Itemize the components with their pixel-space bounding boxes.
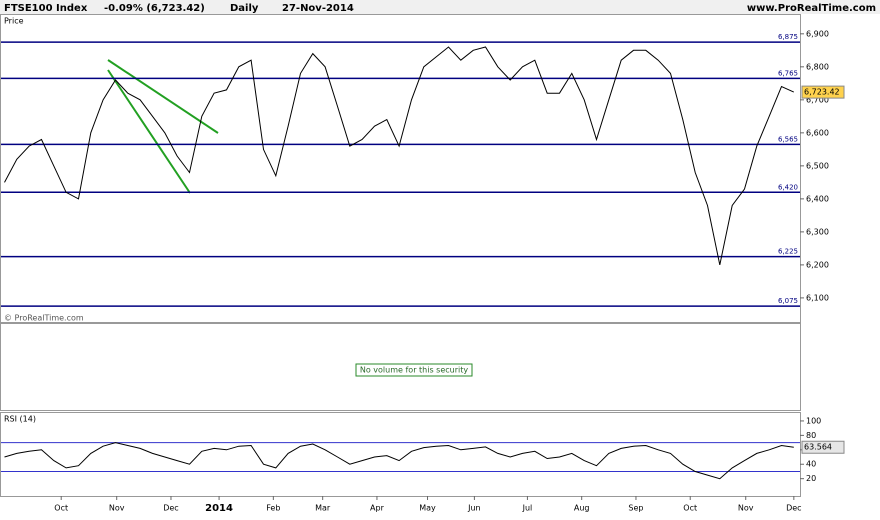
y-tick-label: 6,800 <box>806 62 829 71</box>
header-title: FTSE100 Index <box>4 3 88 14</box>
y-tick-label: 6,500 <box>806 161 829 170</box>
x-tick-label: Nov <box>109 504 125 513</box>
rsi-panel <box>0 412 801 497</box>
x-tick-label: Jul <box>522 504 533 513</box>
header-date: 27-Nov-2014 <box>282 3 354 14</box>
x-tick-label: Oct <box>54 504 68 513</box>
y-tick-label: 40 <box>806 460 816 469</box>
x-tick-label: Oct <box>683 504 697 513</box>
level-label: 6,420 <box>778 183 798 191</box>
trend-line <box>107 59 219 134</box>
x-tick-label: Dec <box>786 504 801 513</box>
y-tick-label: 6,700 <box>806 95 829 104</box>
watermark: © ProRealTime.com <box>4 314 84 323</box>
x-tick-label: Aug <box>574 504 590 513</box>
y-tick-label: 6,900 <box>806 29 829 38</box>
level-label: 6,075 <box>778 297 798 305</box>
rsi-line <box>4 442 794 480</box>
last-value-box <box>801 85 845 99</box>
header-site: www.ProRealTime.com <box>747 3 876 14</box>
x-tick-label: Dec <box>163 504 178 513</box>
x-tick-label: Nov <box>738 504 754 513</box>
y-tick-label: 6,600 <box>806 128 829 137</box>
x-tick-label: Feb <box>266 504 280 513</box>
x-tick-label: May <box>419 504 436 513</box>
level-label: 6,565 <box>778 135 798 143</box>
y-tick-label: 20 <box>806 474 816 483</box>
last-value-box <box>801 440 845 454</box>
volume-note: No volume for this security <box>360 366 468 375</box>
level-label: 6,875 <box>778 33 798 41</box>
volume-panel <box>0 323 801 411</box>
volume-note-box <box>355 363 473 377</box>
x-tick-label: 2014 <box>205 503 233 514</box>
price-panel <box>0 14 801 323</box>
x-tick-label: Sep <box>628 504 643 513</box>
y-tick-label: 6,200 <box>806 260 829 269</box>
header-change: -0.09% (6,723.42) <box>104 3 205 14</box>
trend-line <box>107 69 191 194</box>
level-label: 6,225 <box>778 248 798 256</box>
panel-label: Price <box>4 17 24 26</box>
y-tick-label: 80 <box>806 431 816 440</box>
last-value-label: 6,723.42 <box>804 88 840 97</box>
x-tick-label: Mar <box>315 504 331 513</box>
header-bar <box>0 0 880 14</box>
level-label: 6,765 <box>778 69 798 77</box>
price-line <box>4 46 795 266</box>
y-tick-label: 6,300 <box>806 227 829 236</box>
last-value-label: 63.564 <box>804 443 832 452</box>
header-interval: Daily <box>230 3 259 14</box>
x-tick-label: Jun <box>467 504 481 513</box>
panel-label: RSI (14) <box>4 415 36 424</box>
y-tick-label: 6,100 <box>806 293 829 302</box>
x-tick-label: Apr <box>370 504 385 513</box>
y-tick-label: 6,400 <box>806 194 829 203</box>
y-tick-label: 100 <box>806 416 821 425</box>
